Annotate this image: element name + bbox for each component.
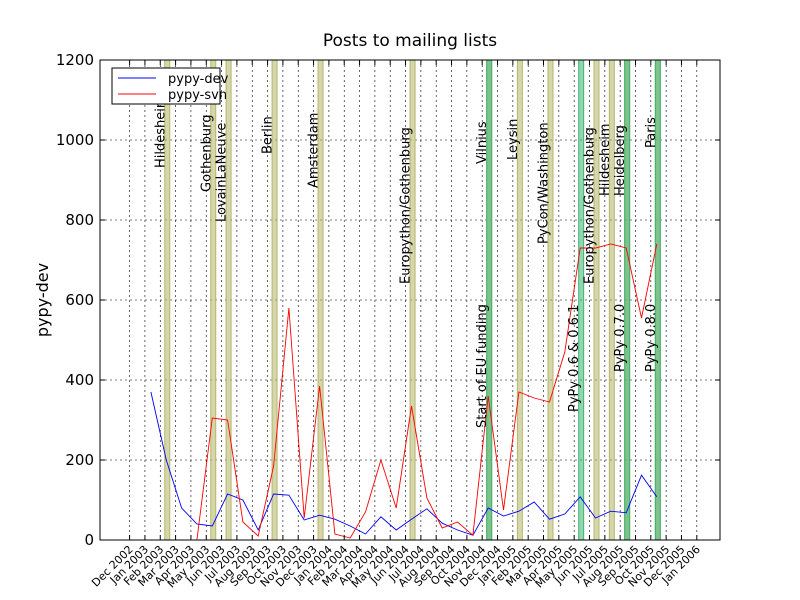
- event-label: Start of EU funding: [475, 304, 490, 428]
- event-band: [272, 60, 278, 540]
- event-label: Heidelberg: [613, 125, 628, 196]
- event-label: Europython/Gothenburg: [399, 127, 414, 284]
- event-band: [318, 60, 324, 540]
- y-tick-label: 1000: [56, 131, 94, 149]
- event-band: [226, 60, 232, 540]
- event-band: [624, 60, 630, 540]
- event-label: PyPy 0.7.0: [613, 304, 628, 372]
- event-band: [655, 60, 661, 540]
- legend-label: pypy-svn: [168, 88, 227, 103]
- event-label: Gothenburg: [199, 115, 214, 192]
- y-tick-label: 0: [84, 531, 94, 549]
- event-label: Hildesheim: [598, 123, 613, 196]
- series-line-pypy-dev: [150, 391, 658, 536]
- event-band: [410, 60, 416, 540]
- event-label: PyCon/Washington: [537, 122, 552, 244]
- legend-label: pypy-dev: [168, 72, 229, 87]
- series-line-pypy-svn: [196, 243, 658, 541]
- y-tick-label: 200: [65, 451, 94, 469]
- event-band: [517, 60, 523, 540]
- legend-box: [111, 67, 221, 105]
- plot-area: Hildesheim Gothenburg LovainLaNeuve Berlin A…: [56, 51, 721, 590]
- y-tick-label: 800: [65, 211, 94, 229]
- event-label: Leysin: [506, 119, 521, 160]
- event-band: [164, 60, 170, 540]
- chart-title: Posts to mailing lists: [323, 31, 497, 51]
- event-label: Paris: [644, 117, 659, 148]
- event-band: [609, 60, 615, 540]
- event-label: Europython/Gothenburg: [583, 127, 598, 284]
- event-label: LovainLaNeuve: [215, 123, 230, 222]
- y-tick-label: 1200: [56, 51, 94, 69]
- event-label: PyPy 0.6 & 0.6.1: [567, 305, 582, 412]
- event-band: [594, 60, 599, 540]
- event-band: [548, 60, 554, 540]
- event-label: Hildesheim: [153, 95, 168, 168]
- event-band: [486, 60, 492, 540]
- event-label: Berlin: [261, 116, 276, 154]
- event-label: Amsterdam: [307, 113, 322, 188]
- event-label: Vilnius: [475, 121, 490, 164]
- event-band: [210, 60, 216, 540]
- event-label: PyPy 0.8.0: [644, 304, 659, 372]
- y-tick-label: 400: [65, 371, 94, 389]
- y-axis-label: pypy-dev: [33, 263, 52, 337]
- event-band: [578, 60, 584, 540]
- y-tick-label: 600: [65, 291, 94, 309]
